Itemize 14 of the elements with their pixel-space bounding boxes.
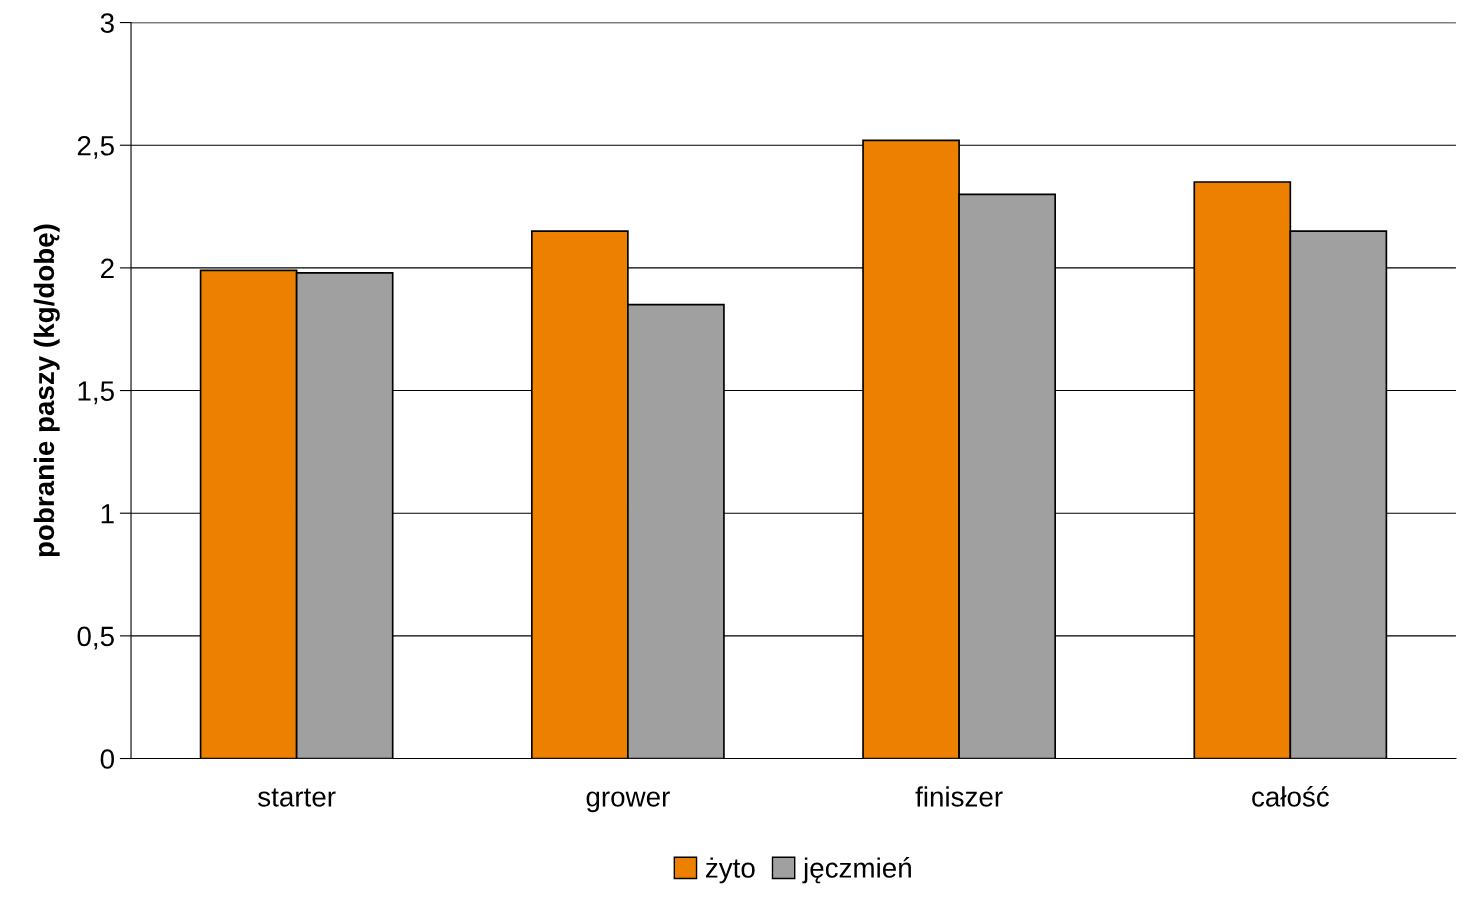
y-tick-label: 2,5 [77, 135, 114, 159]
x-tick-label: finiszer [915, 786, 1003, 807]
y-tick-label: 0,5 [77, 626, 114, 650]
y-tick-label: 3 [100, 13, 114, 33]
x-tick-label: całość [1252, 785, 1329, 807]
legend-label: żyto [706, 857, 755, 884]
y-tick-label: 1 [101, 504, 114, 524]
x-tick-label: starter [258, 788, 336, 807]
y-axis-title: pobranie paszy (kg/dobę) [33, 224, 60, 557]
x-tick-label: grower [586, 791, 670, 813]
y-tick-label: 1,5 [78, 381, 114, 405]
y-tick-label: 0 [100, 749, 114, 769]
legend-label: jęczmień [802, 857, 911, 884]
y-tick-label: 2 [101, 258, 114, 278]
